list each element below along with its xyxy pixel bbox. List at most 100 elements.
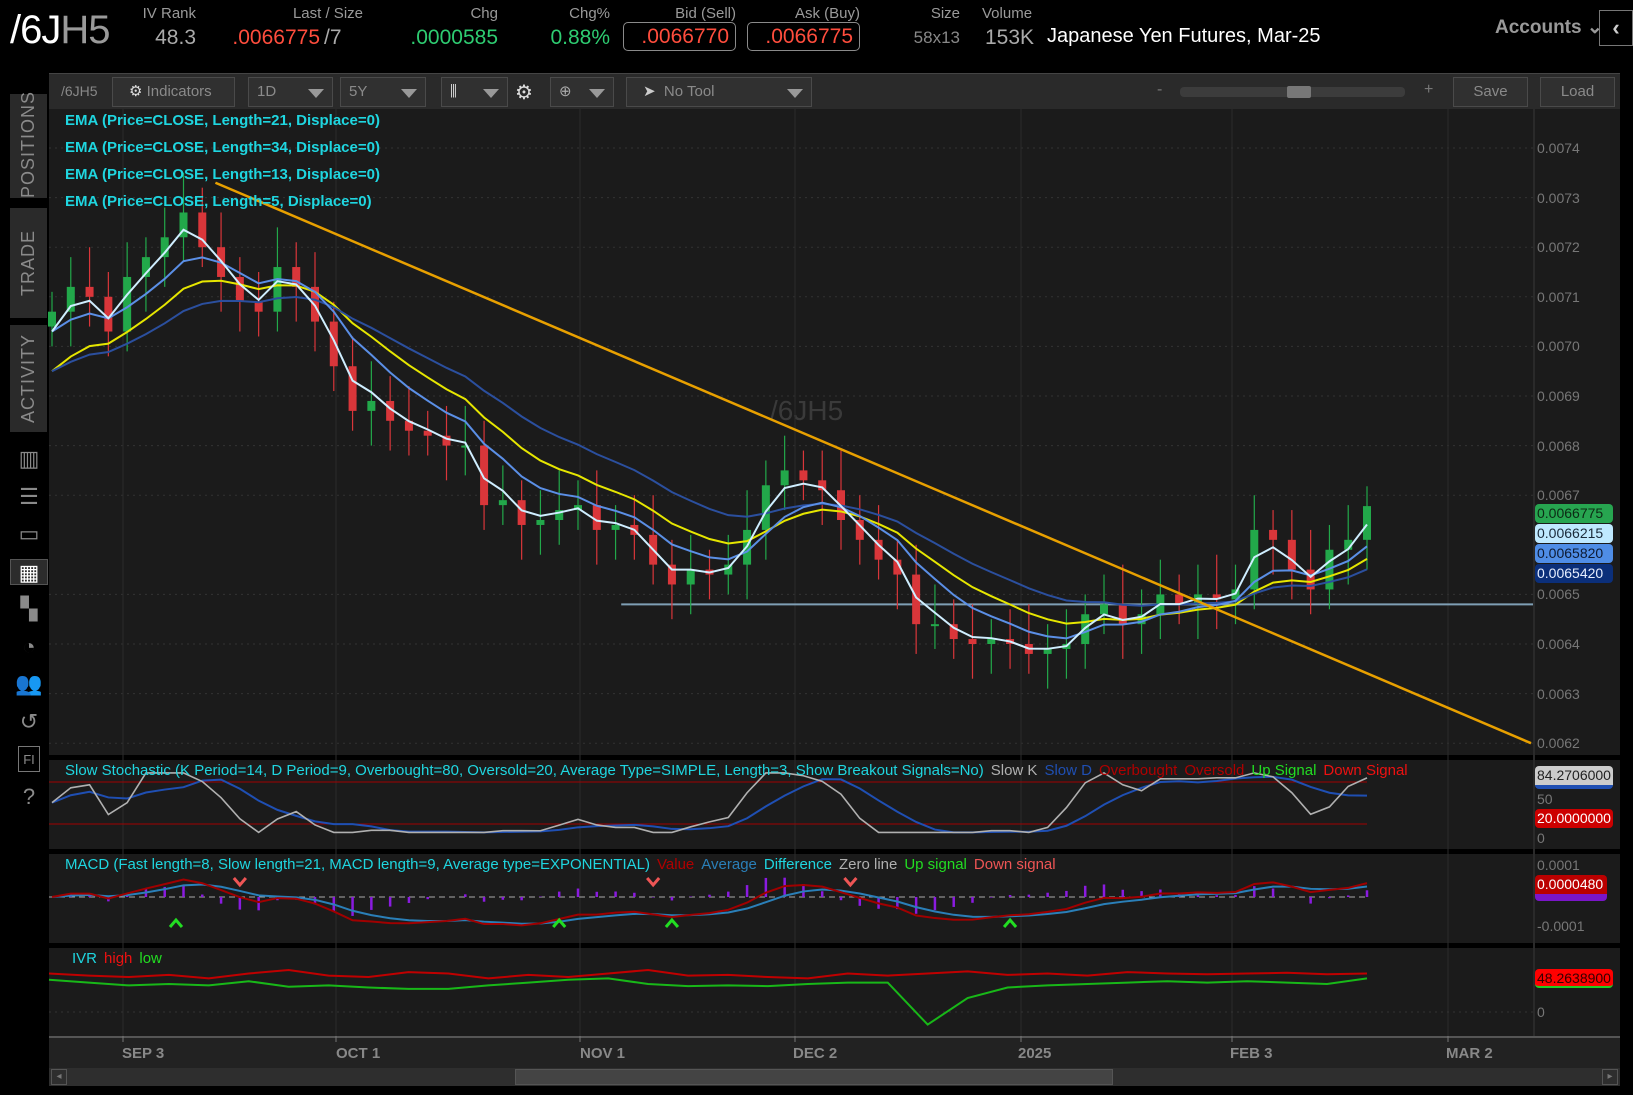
load-button[interactable]: Load bbox=[1540, 77, 1615, 107]
ema34-legend[interactable]: EMA (Price=CLOSE, Length=34, Displace=0) bbox=[65, 139, 380, 156]
stochastic-legend[interactable]: Slow Stochastic (K Period=14, D Period=9… bbox=[65, 762, 1408, 779]
collapse-panel-button[interactable]: ‹ bbox=[1599, 10, 1633, 46]
chg-value: .0000585 bbox=[410, 26, 498, 49]
drawing-tool-dropdown[interactable]: ➤ No Tool bbox=[626, 77, 812, 107]
oversold-legend-item: Oversold bbox=[1184, 762, 1245, 779]
horizontal-scrollbar[interactable]: ◂ ▸ bbox=[49, 1068, 1620, 1086]
clock-icon[interactable]: ◔ bbox=[22, 633, 36, 659]
date-axis-label: FEB 3 bbox=[1230, 1045, 1273, 1062]
zoom-slider-handle[interactable] bbox=[1287, 86, 1311, 98]
price-badge: 0.0066775 bbox=[1535, 504, 1613, 523]
price-badge: 0.0065420 bbox=[1535, 564, 1613, 583]
ivr-legend-item: IVR bbox=[72, 950, 98, 967]
axis-divider bbox=[1533, 109, 1535, 1036]
price-badge: 0.0066215 bbox=[1535, 524, 1613, 543]
price-axis-label: 0.0070 bbox=[1537, 338, 1580, 355]
stoch-axis-50: 50 bbox=[1537, 791, 1553, 807]
price-axis-label: 0.0073 bbox=[1537, 189, 1580, 206]
chgpct-label: Chg% bbox=[569, 5, 610, 22]
stoch-axis-0: 0 bbox=[1537, 830, 1545, 846]
zoom-slider[interactable] bbox=[1180, 86, 1405, 98]
price-axis-label: 0.0068 bbox=[1537, 437, 1580, 454]
drawing-style-dropdown[interactable]: ⊕ bbox=[550, 77, 614, 107]
last-size: /7 bbox=[324, 26, 342, 49]
high-legend-item: high bbox=[104, 950, 133, 967]
drawing-tool-value: No Tool bbox=[663, 83, 715, 100]
tab-activity[interactable]: ACTIVITY bbox=[10, 325, 47, 432]
people-icon[interactable]: 👥 bbox=[15, 671, 43, 696]
price-axis-label: 0.0072 bbox=[1537, 239, 1580, 256]
price-axis-label: 0.0069 bbox=[1537, 388, 1580, 404]
toolbar-symbol: /6JH5 bbox=[61, 83, 98, 99]
date-axis bbox=[49, 1036, 1620, 1068]
zoom-out-button[interactable]: - bbox=[1157, 81, 1163, 98]
macd-axis-top: 0.0001 bbox=[1537, 857, 1580, 873]
indicators-button[interactable]: ⚙ Indicators bbox=[112, 77, 235, 107]
difference-legend-item: Difference bbox=[763, 856, 832, 873]
price-axis-label: 0.0063 bbox=[1537, 685, 1580, 702]
macd-axis-bottom: -0.0001 bbox=[1537, 918, 1585, 934]
up-signal-legend-item: Up Signal bbox=[1251, 762, 1317, 779]
save-button[interactable]: Save bbox=[1453, 77, 1528, 107]
macd-legend[interactable]: MACD (Fast length=8, Slow length=21, MAC… bbox=[65, 856, 1056, 873]
price-axis-label: 0.0071 bbox=[1537, 288, 1580, 305]
chart-toolbar: /6JH5 ⚙ Indicators 1D 5Y ⫼ ⚙ ⊕ ➤ No Tool… bbox=[49, 73, 1620, 109]
accounts-menu[interactable]: Accounts ⌄ bbox=[1495, 16, 1603, 39]
symbol-root: /6J bbox=[10, 8, 61, 52]
range-dropdown[interactable]: 5Y bbox=[340, 77, 426, 107]
macd-title: MACD (Fast length=8, Slow length=21, MAC… bbox=[65, 856, 651, 873]
range-value: 5Y bbox=[349, 83, 368, 100]
tab-positions[interactable]: POSITIONS bbox=[10, 91, 47, 198]
size-value: 58x13 bbox=[913, 28, 960, 47]
zoom-in-button[interactable]: + bbox=[1424, 81, 1434, 98]
ivr-legend[interactable]: IVR high low bbox=[65, 950, 162, 967]
chg-label: Chg bbox=[470, 5, 498, 22]
ema5-legend[interactable]: EMA (Price=CLOSE, Length=5, Displace=0) bbox=[65, 193, 372, 210]
date-axis-label: OCT 1 bbox=[336, 1045, 381, 1062]
ema13-legend[interactable]: EMA (Price=CLOSE, Length=13, Displace=0) bbox=[65, 166, 380, 183]
ask-button[interactable]: .0066775 bbox=[747, 22, 860, 51]
fi-icon[interactable]: FI bbox=[18, 746, 40, 772]
date-axis-label: 2025 bbox=[1018, 1045, 1052, 1062]
aggregation-dropdown[interactable]: 1D bbox=[248, 77, 333, 107]
aggregation-value: 1D bbox=[257, 83, 277, 100]
list-icon[interactable]: ☰ bbox=[19, 483, 39, 509]
ivr-panel[interactable] bbox=[49, 948, 1620, 1036]
ivr-badge: 48.2638900 bbox=[1535, 969, 1613, 988]
symbol-suffix: H5 bbox=[60, 8, 110, 52]
chart-settings-gear-icon[interactable]: ⚙ bbox=[515, 82, 533, 104]
gear-icon: ⚙ bbox=[129, 83, 143, 100]
chevron-down-icon bbox=[308, 89, 324, 98]
ivr-axis-0: 0 bbox=[1537, 1004, 1545, 1020]
volume-label: Volume bbox=[982, 5, 1033, 22]
overbought-legend-item: Overbought bbox=[1098, 762, 1178, 779]
tv-icon[interactable]: ▭ bbox=[18, 521, 40, 546]
scrollbar-thumb[interactable] bbox=[515, 1069, 1113, 1085]
chevron-down-icon: ⌄ bbox=[1586, 17, 1603, 38]
iv-rank-label: IV Rank bbox=[142, 5, 196, 22]
help-icon[interactable]: ? bbox=[22, 783, 36, 809]
chevron-left-icon: ‹ bbox=[1612, 15, 1620, 40]
chart-icon[interactable]: ▦ bbox=[10, 558, 48, 585]
crosshair-icon: ⊕ bbox=[559, 83, 572, 100]
report-icon[interactable]: ▥ bbox=[18, 446, 40, 471]
chevron-down-icon bbox=[401, 89, 417, 98]
tab-trade[interactable]: TRADE bbox=[10, 208, 47, 318]
chart-type-dropdown[interactable]: ⫼ bbox=[441, 77, 508, 107]
calendar-icon[interactable]: ↺ bbox=[19, 708, 39, 734]
date-axis-label: DEC 2 bbox=[793, 1045, 838, 1062]
grid-icon[interactable]: ▚ bbox=[20, 596, 38, 621]
symbol-watermark: /6JH5 bbox=[770, 395, 844, 426]
chgpct-value: 0.88% bbox=[550, 26, 610, 49]
size-label: Size bbox=[930, 5, 960, 22]
price-badge: 0.0065820 bbox=[1535, 544, 1613, 563]
scroll-left-button[interactable]: ◂ bbox=[51, 1069, 67, 1085]
price-axis-label: 0.0062 bbox=[1537, 735, 1580, 752]
oversold-badge: 20.0000000 bbox=[1535, 809, 1613, 828]
scroll-right-button[interactable]: ▸ bbox=[1602, 1069, 1618, 1085]
accounts-label: Accounts bbox=[1495, 17, 1582, 38]
price-axis-label: 0.0064 bbox=[1537, 636, 1580, 652]
ema21-legend[interactable]: EMA (Price=CLOSE, Length=21, Displace=0) bbox=[65, 112, 380, 129]
bid-button[interactable]: .0066770 bbox=[623, 22, 736, 51]
slow-k-legend-item: Slow K bbox=[990, 762, 1038, 779]
